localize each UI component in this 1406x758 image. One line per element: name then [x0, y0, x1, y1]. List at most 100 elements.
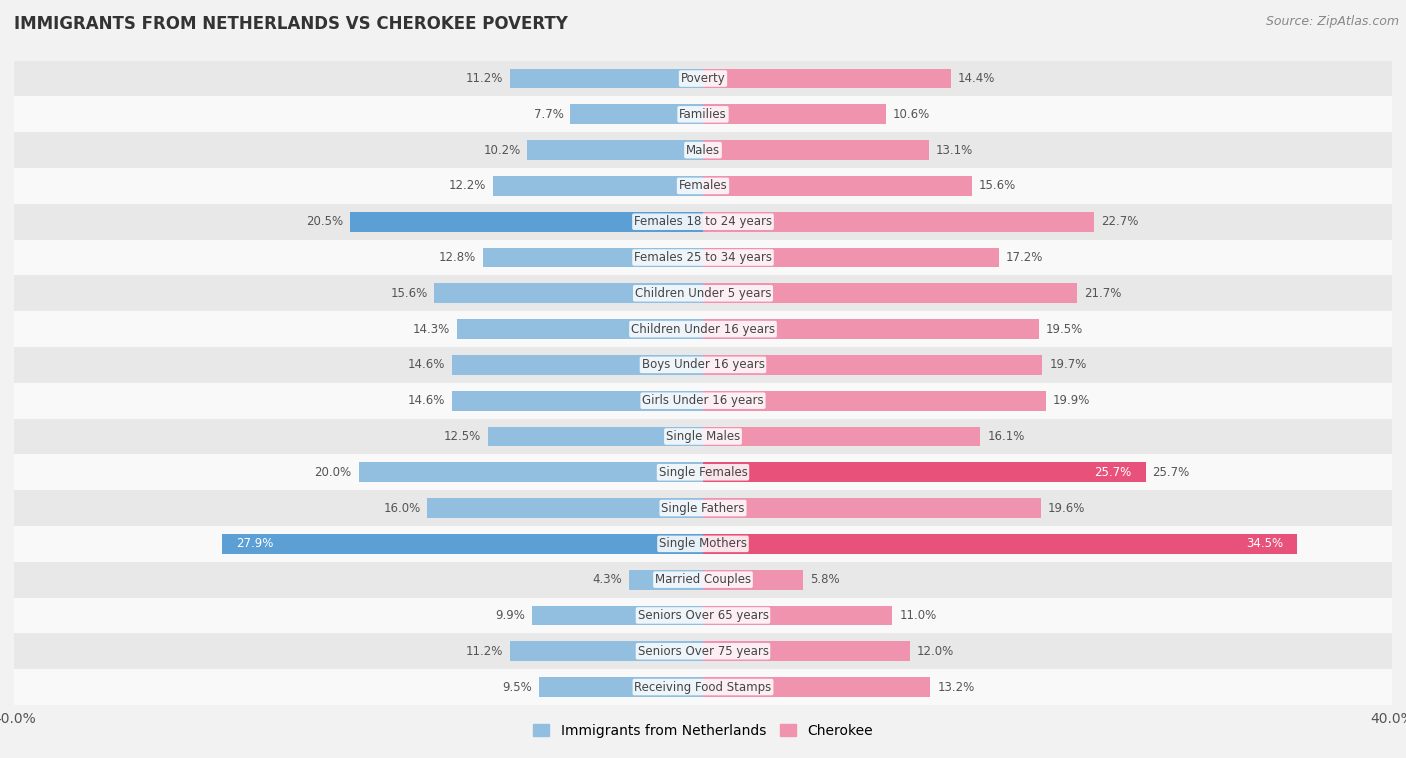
Text: Source: ZipAtlas.com: Source: ZipAtlas.com	[1265, 15, 1399, 28]
Bar	[451, 355, 703, 374]
Bar	[427, 498, 703, 518]
Bar	[14, 240, 1392, 275]
Text: 10.6%: 10.6%	[893, 108, 929, 121]
Bar	[703, 212, 1094, 231]
Bar	[14, 454, 1392, 490]
Text: 20.5%: 20.5%	[307, 215, 343, 228]
Bar	[14, 61, 1392, 96]
Text: 12.5%: 12.5%	[443, 430, 481, 443]
Bar	[703, 69, 950, 89]
Text: 4.3%: 4.3%	[592, 573, 621, 586]
Text: Children Under 5 years: Children Under 5 years	[634, 287, 772, 300]
Text: 16.0%: 16.0%	[384, 502, 420, 515]
Text: 19.5%: 19.5%	[1046, 323, 1083, 336]
Bar	[350, 212, 703, 231]
Text: 10.2%: 10.2%	[484, 143, 520, 157]
Text: Seniors Over 65 years: Seniors Over 65 years	[637, 609, 769, 622]
Bar	[571, 105, 703, 124]
Text: 16.1%: 16.1%	[987, 430, 1025, 443]
Bar	[359, 462, 703, 482]
Text: Females 25 to 34 years: Females 25 to 34 years	[634, 251, 772, 264]
Bar	[14, 383, 1392, 418]
Bar	[703, 534, 1298, 553]
Bar	[488, 427, 703, 446]
Bar	[527, 140, 703, 160]
Text: 20.0%: 20.0%	[315, 465, 352, 479]
Text: 14.3%: 14.3%	[412, 323, 450, 336]
Text: 19.9%: 19.9%	[1053, 394, 1090, 407]
Text: Single Males: Single Males	[666, 430, 740, 443]
Bar	[457, 319, 703, 339]
Text: Males: Males	[686, 143, 720, 157]
Bar	[14, 275, 1392, 312]
Text: 25.7%: 25.7%	[1095, 465, 1132, 479]
Text: 5.8%: 5.8%	[810, 573, 839, 586]
Bar	[703, 641, 910, 661]
Bar	[540, 677, 703, 697]
Text: 17.2%: 17.2%	[1007, 251, 1043, 264]
Bar	[14, 347, 1392, 383]
Bar	[14, 96, 1392, 132]
Bar	[14, 418, 1392, 454]
Bar	[494, 176, 703, 196]
Text: Females 18 to 24 years: Females 18 to 24 years	[634, 215, 772, 228]
Bar	[703, 677, 931, 697]
Text: Receiving Food Stamps: Receiving Food Stamps	[634, 681, 772, 694]
Bar	[14, 562, 1392, 597]
Text: 11.2%: 11.2%	[465, 72, 503, 85]
Text: Families: Families	[679, 108, 727, 121]
Bar	[14, 669, 1392, 705]
Text: 12.0%: 12.0%	[917, 645, 953, 658]
Text: Single Females: Single Females	[658, 465, 748, 479]
Text: 7.7%: 7.7%	[534, 108, 564, 121]
Text: 13.1%: 13.1%	[935, 143, 973, 157]
Bar	[703, 606, 893, 625]
Text: Poverty: Poverty	[681, 72, 725, 85]
Text: 15.6%: 15.6%	[979, 180, 1015, 193]
Text: 14.6%: 14.6%	[408, 359, 444, 371]
Bar	[703, 176, 972, 196]
Text: 19.6%: 19.6%	[1047, 502, 1085, 515]
Text: 12.8%: 12.8%	[439, 251, 475, 264]
Text: Children Under 16 years: Children Under 16 years	[631, 323, 775, 336]
Bar	[434, 283, 703, 303]
Bar	[451, 391, 703, 411]
Text: 14.4%: 14.4%	[957, 72, 995, 85]
Legend: Immigrants from Netherlands, Cherokee: Immigrants from Netherlands, Cherokee	[527, 718, 879, 743]
Text: 27.9%: 27.9%	[236, 537, 274, 550]
Text: Boys Under 16 years: Boys Under 16 years	[641, 359, 765, 371]
Text: 19.7%: 19.7%	[1049, 359, 1087, 371]
Text: Single Fathers: Single Fathers	[661, 502, 745, 515]
Bar	[510, 641, 703, 661]
Text: Females: Females	[679, 180, 727, 193]
Bar	[510, 69, 703, 89]
Bar	[222, 534, 703, 553]
Bar	[703, 462, 1146, 482]
Text: 12.2%: 12.2%	[449, 180, 486, 193]
Text: Single Mothers: Single Mothers	[659, 537, 747, 550]
Bar	[703, 427, 980, 446]
Text: 25.7%: 25.7%	[1153, 465, 1189, 479]
Bar	[482, 248, 703, 268]
Bar	[14, 204, 1392, 240]
Bar	[703, 355, 1042, 374]
Text: 21.7%: 21.7%	[1084, 287, 1121, 300]
Text: Seniors Over 75 years: Seniors Over 75 years	[637, 645, 769, 658]
Bar	[533, 606, 703, 625]
Text: 15.6%: 15.6%	[391, 287, 427, 300]
Bar	[703, 319, 1039, 339]
Text: Girls Under 16 years: Girls Under 16 years	[643, 394, 763, 407]
Bar	[703, 140, 928, 160]
Text: 13.2%: 13.2%	[938, 681, 974, 694]
Bar	[14, 526, 1392, 562]
Bar	[703, 570, 803, 590]
Bar	[14, 132, 1392, 168]
Bar	[14, 312, 1392, 347]
Bar	[14, 490, 1392, 526]
Text: 11.0%: 11.0%	[900, 609, 936, 622]
Text: Married Couples: Married Couples	[655, 573, 751, 586]
Text: 11.2%: 11.2%	[465, 645, 503, 658]
Bar	[14, 634, 1392, 669]
Text: 34.5%: 34.5%	[1246, 537, 1284, 550]
Text: 22.7%: 22.7%	[1101, 215, 1139, 228]
